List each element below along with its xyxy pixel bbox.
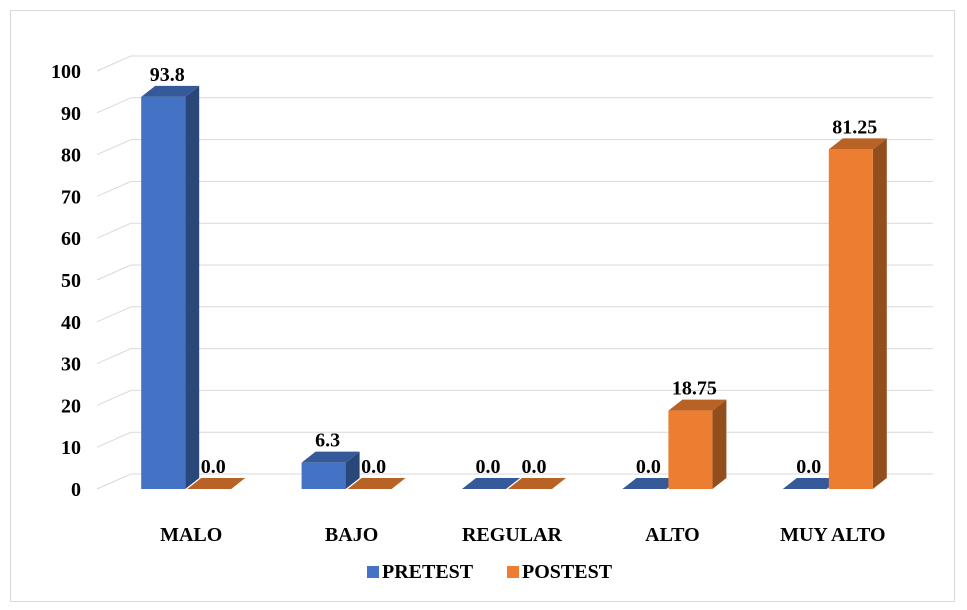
gridline-side (96, 139, 132, 156)
bar-top-face (347, 478, 406, 489)
data-label-postest: 81.25 (832, 116, 877, 138)
data-labels: 93.8 0.0 6.3 0.0 0.0 0.0 0.0 18.75 0.0 81.25 (150, 64, 878, 478)
data-label-pretest: 0.0 (796, 456, 821, 478)
x-axis: MALO BAJO REGULAR ALTO MUY ALTO (160, 524, 885, 546)
bar-top-face (462, 478, 520, 489)
bar-side-face (345, 451, 360, 489)
bar-side-face (712, 399, 727, 489)
y-tick-label: 40 (61, 312, 81, 334)
bar-pretest-malo (141, 85, 200, 489)
y-tick-label: 80 (61, 145, 81, 167)
x-tick-label: MALO (160, 524, 222, 546)
y-tick-label: 90 (61, 103, 81, 125)
bar-pretest-muy-alto (782, 478, 841, 489)
y-tick-label: 0 (71, 479, 81, 501)
legend: PRETEST POSTEST (367, 561, 613, 583)
y-tick-label: 100 (51, 61, 81, 83)
gridline-side (96, 431, 132, 448)
bar-pretest-bajo (301, 451, 360, 489)
gridline-side (96, 306, 132, 323)
bar-postest-regular (508, 478, 566, 489)
legend-swatch (507, 566, 519, 578)
y-tick-label: 70 (61, 186, 81, 208)
bar-pretest-regular (462, 478, 520, 489)
y-tick-label: 20 (61, 395, 81, 417)
gridlines (96, 55, 933, 490)
x-tick-label: ALTO (645, 524, 699, 546)
gridline-side (96, 389, 132, 406)
legend-item-pretest: PRETEST (367, 561, 474, 583)
data-label-pretest: 93.8 (150, 64, 185, 86)
gridline-side (96, 222, 132, 239)
bar-pretest-alto (622, 478, 681, 489)
gridline-side (96, 55, 132, 72)
y-tick-label: 30 (61, 354, 81, 376)
bar-front-face (668, 410, 713, 489)
data-label-postest: 0.0 (201, 456, 226, 478)
data-label-postest: 0.0 (361, 456, 386, 478)
legend-label: PRETEST (382, 561, 474, 583)
bar-top-face (622, 478, 681, 489)
data-label-pretest: 0.0 (476, 456, 501, 478)
bar-postest-bajo (347, 478, 406, 489)
bar-top-face (301, 451, 360, 463)
gridline-side (96, 348, 132, 365)
bar-front-face (141, 96, 186, 489)
bar-postest-alto (668, 399, 727, 489)
x-tick-label: REGULAR (462, 524, 563, 546)
bar-top-face (508, 478, 566, 489)
bar-top-face (141, 85, 200, 97)
gridline-side (96, 473, 132, 490)
bar-top-face (782, 478, 841, 489)
x-tick-label: BAJO (325, 524, 378, 546)
chart-frame: 0 10 20 30 40 50 60 70 80 90 100 93.8 0.0 6.3 0.0 0.0 0… (10, 10, 955, 602)
gridline-side (96, 97, 132, 114)
y-tick-label: 10 (61, 437, 81, 459)
y-tick-label: 60 (61, 228, 81, 250)
gridline-side (96, 264, 132, 281)
legend-item-postest: POSTEST (507, 561, 613, 583)
y-tick-label: 50 (61, 270, 81, 292)
bar-side-face (872, 138, 887, 489)
bar-top-face (668, 399, 727, 411)
data-label-postest: 18.75 (672, 378, 717, 400)
bar-postest-malo (187, 478, 246, 489)
bar-top-face (828, 138, 887, 150)
data-label-pretest: 6.3 (315, 430, 340, 452)
bar-side-face (185, 85, 200, 489)
legend-swatch (367, 566, 379, 578)
bar-top-face (187, 478, 246, 489)
bars (141, 85, 887, 489)
legend-label: POSTEST (522, 561, 613, 583)
bar-front-face (828, 149, 873, 489)
x-tick-label: MUY ALTO (780, 524, 885, 546)
bar-front-face (301, 462, 346, 489)
gridline-side (96, 180, 132, 197)
y-axis: 0 10 20 30 40 50 60 70 80 90 100 (51, 61, 81, 501)
bar-postest-muy-alto (828, 138, 887, 489)
data-label-pretest: 0.0 (636, 456, 661, 478)
bar-chart: 0 10 20 30 40 50 60 70 80 90 100 93.8 0.0 6.3 0.0 0.0 0… (51, 55, 933, 583)
data-label-postest: 0.0 (522, 456, 547, 478)
